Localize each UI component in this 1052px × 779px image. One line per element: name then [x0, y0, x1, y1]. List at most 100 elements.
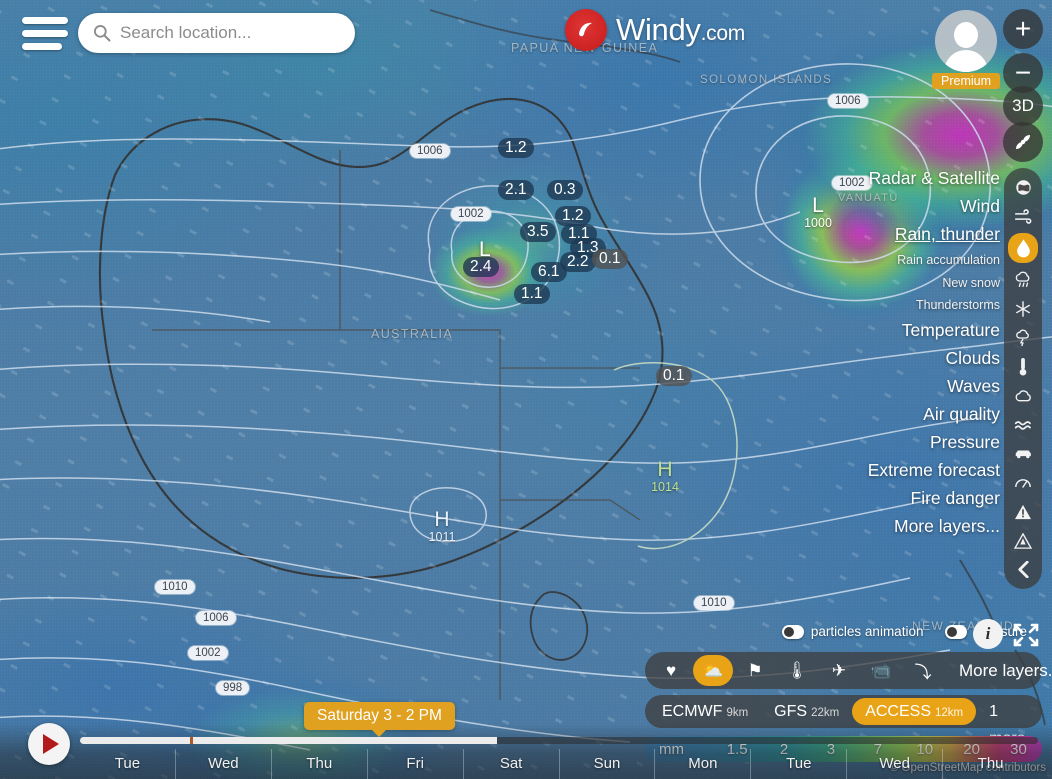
wind-icon[interactable] [1008, 204, 1038, 229]
chevron-left-icon[interactable] [1008, 557, 1038, 582]
isobar-label: 1006 [828, 94, 868, 108]
rain-value-label: 0.1 [592, 249, 628, 269]
rain-value-label: 3.5 [520, 222, 556, 242]
pressure-center-h: H 1011 [428, 508, 456, 545]
fire-warning-icon[interactable] [1008, 528, 1038, 553]
menu-button[interactable] [22, 14, 68, 52]
isobar-label: 1002 [451, 207, 491, 221]
timeline-day-tue[interactable]: Tue [114, 755, 141, 772]
timeline-day-thu[interactable]: Thu [942, 749, 1038, 779]
cloud-icon[interactable] [1008, 383, 1038, 408]
model-access[interactable]: ACCESS 12km [852, 698, 977, 725]
search-icon [94, 25, 111, 42]
timeline-day-sat[interactable]: Sat [462, 749, 559, 779]
timeline-scrubber[interactable] [80, 737, 1038, 744]
hurricane-icon[interactable] [1003, 122, 1043, 162]
layer-item-air-quality[interactable]: Air quality [923, 403, 1000, 424]
layer-item-wind[interactable]: Wind [960, 196, 1000, 216]
layer-item-more-layers[interactable]: More layers... [894, 515, 1000, 536]
layer-item-clouds[interactable]: Clouds [945, 347, 1000, 368]
layer-item-radar-satellite[interactable]: Radar & Satellite [868, 168, 1000, 188]
timeline-day-fri[interactable]: Fri [366, 749, 463, 779]
timeline-day-wed[interactable]: Wed [846, 749, 942, 779]
rain-value-label: 2.4 [463, 257, 499, 277]
isobar-label: 1006 [410, 144, 450, 158]
timeline-days[interactable]: Tue Wed Thu Fri Sat Sun Mon Tue Wed Thu [80, 749, 1038, 779]
search-box[interactable] [78, 13, 355, 53]
timeline[interactable]: Tue Wed Thu Fri Sat Sun Mon Tue Wed Thu [0, 723, 1052, 779]
layer-item-pressure[interactable]: Pressure [929, 431, 1000, 452]
radar-satellite-icon[interactable] [1008, 175, 1038, 200]
rain-value-label: 2.1 [498, 180, 534, 200]
timeline-day-mon[interactable]: Mon [654, 749, 750, 779]
snowflake-icon[interactable] [1008, 296, 1038, 321]
isobar-label: 1010 [694, 596, 734, 610]
rain-value-label: 0.3 [547, 180, 583, 200]
isobar-label: 998 [216, 681, 250, 695]
car-icon[interactable] [1008, 441, 1038, 466]
info-button[interactable]: i [973, 619, 1003, 649]
3d-button[interactable]: 3D [1003, 86, 1043, 126]
user-avatar-icon [935, 10, 997, 72]
zoom-in-button[interactable]: + [1003, 9, 1043, 49]
rain-value-label: 1.1 [514, 284, 550, 304]
layer-item-rain-thunder[interactable]: Rain, thunder [894, 224, 1000, 244]
layer-menu[interactable]: Radar & Satellite Wind Rain, thunder Rain a… [867, 168, 1001, 546]
toggle-particles-animation[interactable]: particles animation [781, 624, 923, 639]
model-gfs[interactable]: GFS 22km [761, 698, 852, 725]
menu-bar [22, 42, 62, 50]
layer-item-new-snow[interactable]: New snow [942, 275, 1000, 290]
layer-item-extreme-forecast[interactable]: Extreme forecast [867, 459, 1000, 480]
search-input[interactable] [120, 23, 341, 43]
toggle-switch[interactable] [781, 624, 804, 639]
rain-value-label: 0.1 [656, 366, 692, 386]
rain-value-label: 6.1 [531, 262, 567, 282]
layer-item-fire-danger[interactable]: Fire danger [910, 487, 1001, 508]
fullscreen-icon[interactable] [1011, 620, 1041, 650]
account-button[interactable]: Premium [932, 10, 1001, 90]
timeline-progress [80, 737, 497, 744]
isobar-label: 1010 [155, 580, 195, 594]
premium-badge: Premium [932, 73, 1001, 89]
warning-triangle-icon[interactable] [1008, 499, 1038, 524]
thermometer-icon[interactable] [1008, 354, 1038, 379]
rain-value-label: L [479, 238, 491, 261]
play-button[interactable] [28, 723, 70, 765]
layer-item-rain-accumulation[interactable]: Rain accumulation [897, 253, 1000, 267]
gauge-icon[interactable] [1008, 470, 1038, 495]
waves-icon[interactable] [1008, 412, 1038, 437]
timeline-day-tue[interactable]: Tue [750, 749, 846, 779]
layer-item-temperature[interactable]: Temperature [901, 319, 1000, 340]
timeline-now-marker [190, 737, 194, 744]
rain-value-label: 1.2 [555, 206, 591, 226]
model-name: ACCESS [865, 703, 931, 720]
rain-value-label: 1.2 [498, 138, 534, 158]
webcam-icon[interactable]: 📹 [870, 660, 892, 680]
model-resolution: 22km [811, 707, 840, 719]
windsock-icon[interactable]: ⚑ [747, 660, 763, 680]
model-ecmwf[interactable]: ECMWF 9km [649, 698, 761, 725]
timeline-day-wed[interactable]: Wed [174, 749, 271, 779]
thunderstorm-icon[interactable] [1008, 325, 1038, 350]
more-layers-button[interactable]: More layers... [959, 660, 1052, 680]
model-more-button[interactable]: 1 more... [989, 703, 1039, 747]
toggle-switch[interactable] [945, 624, 968, 639]
rain-drop-icon[interactable] [1008, 233, 1038, 263]
airplane-icon[interactable]: ✈ [831, 660, 847, 680]
timeline-day-sun[interactable]: Sun [558, 749, 655, 779]
isobar-label: 1006 [196, 611, 236, 625]
rain-cloud-icon[interactable] [1008, 267, 1038, 292]
layer-item-thunderstorms[interactable]: Thunderstorms [915, 298, 1000, 312]
heart-icon[interactable]: ♥ [665, 660, 677, 680]
weather-icon[interactable]: ⛅ [693, 655, 733, 686]
favorites-bar[interactable]: ♥ ⛅ ⚑ 🌡 ✈ 📹 ⤵ More layers... [645, 652, 1052, 689]
model-resolution: 12km [934, 707, 964, 719]
thermometer-icon[interactable]: 🌡 [786, 660, 808, 680]
isobar-label: 1002 [188, 646, 228, 660]
pressure-center-l: L 1000 [804, 194, 832, 231]
layer-item-waves[interactable]: Waves [947, 375, 1000, 396]
timeline-day-thu[interactable]: Thu [270, 749, 367, 779]
paragliding-icon[interactable]: ⤵ [914, 663, 932, 682]
layer-icon-rail[interactable] [1004, 168, 1042, 589]
